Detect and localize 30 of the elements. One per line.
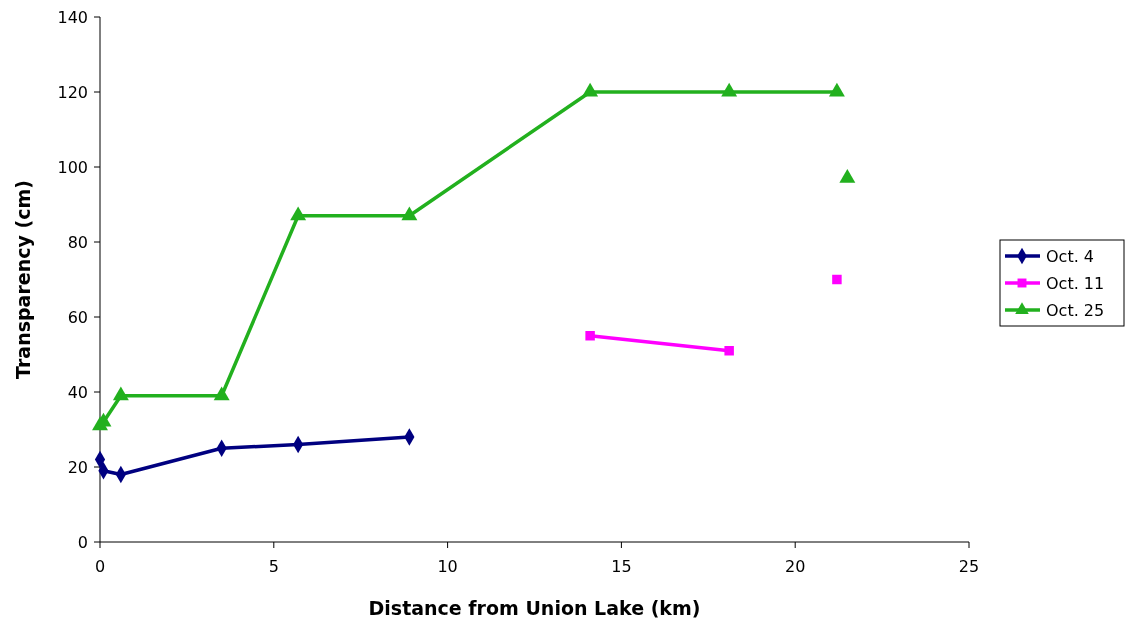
legend-label: Oct. 11 [1046,273,1105,293]
x-tick-label: 0 [94,557,106,576]
point [721,82,738,97]
x-axis-title: Distance from Union Lake (km) [368,597,701,619]
x-tick-label: 15 [611,557,632,576]
y-tick-label: 80 [67,232,88,252]
y-tick-label: 140 [57,7,88,27]
point [832,274,842,285]
point [213,386,230,401]
legend-label: Oct. 25 [1046,300,1105,320]
legend-label: Oct. 4 [1046,246,1095,266]
point [401,206,418,221]
point [839,169,856,183]
y-tick-label: 0 [77,532,88,552]
y-tick-label: 60 [67,307,88,327]
y-tick-label: 20 [67,457,88,477]
point [290,206,307,221]
x-tick-label: 10 [437,557,458,576]
point [112,386,129,401]
point [828,82,845,97]
y-tick-label: 120 [57,82,88,102]
x-tick-label: 25 [958,557,980,576]
y-axis-title: Transparency (cm) [12,180,34,379]
point [724,346,734,356]
x-tick-label: 20 [785,557,806,576]
x-tick-label: 5 [268,557,279,576]
y-tick-label: 40 [67,382,88,402]
point [582,82,599,97]
point [585,331,595,341]
y-tick-label: 100 [57,157,88,177]
